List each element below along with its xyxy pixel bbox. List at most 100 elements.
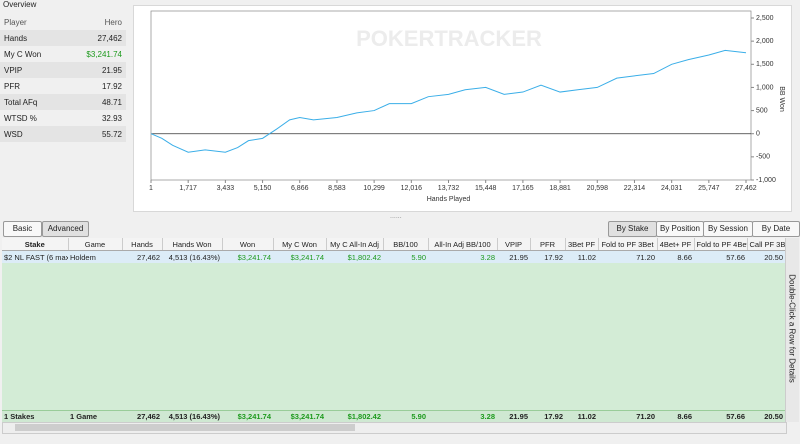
column-header[interactable]: Stake xyxy=(2,238,69,251)
overview-cell: 32.93 xyxy=(101,113,122,123)
cell: Holdem xyxy=(68,250,122,263)
overview-cell: WTSD % xyxy=(4,113,37,123)
overview-cell: 27,462 xyxy=(64,30,126,46)
cell: 4,513 (16.43%) xyxy=(162,250,222,263)
x-tick-label: 24,031 xyxy=(661,185,683,192)
cell: 11.02 xyxy=(565,250,598,263)
view-button[interactable]: By Date xyxy=(752,221,800,237)
total-cell: 17.92 xyxy=(544,412,563,421)
x-axis-label: Hands Played xyxy=(427,196,471,203)
overview-row: My C Won $3,241.74 xyxy=(0,46,126,62)
cell: $3,241.74 xyxy=(273,250,326,263)
total-cell: 1 Game xyxy=(70,412,98,421)
overview-cell: Hands xyxy=(0,30,65,46)
x-tick-label: 18,881 xyxy=(549,185,571,192)
column-header[interactable]: 4Bet+ PF xyxy=(657,238,695,251)
tab[interactable]: Advanced xyxy=(42,221,89,237)
totals-table: 1 Stakes 1 Game 27,462 4,513 (16.43%) $3,241… xyxy=(2,410,785,422)
column-header[interactable]: Game xyxy=(68,238,123,251)
total-cell: 1 Stakes xyxy=(4,412,35,421)
overview-row: VPIP 21.95 xyxy=(0,62,126,78)
column-header[interactable]: Hands Won xyxy=(162,238,223,251)
overview-cell: $3,241.74 xyxy=(86,49,122,59)
x-tick-label: 22,314 xyxy=(624,185,646,192)
total-cell: 21.95 xyxy=(509,412,528,421)
overview-cell: PFR xyxy=(4,81,20,91)
overview-cell: 17.92 xyxy=(101,81,122,91)
column-header[interactable]: Fold to PF 3Bet xyxy=(598,238,658,251)
view-button[interactable]: By Session xyxy=(703,221,753,237)
cell: 57.66 xyxy=(694,250,747,263)
chart: POKERTRACKER 2,500 2,000 1,500 1,000 500 0 -500… xyxy=(149,10,785,203)
total-cell: $3,241.74 xyxy=(290,412,324,421)
stats-grid: Stake Game Hands Hands Won Won My C Won My C A… xyxy=(2,238,785,422)
cell: 21.95 xyxy=(497,250,530,263)
splitter-grip[interactable]: ...... xyxy=(390,213,402,220)
side-note: Double-Click a Row for Details xyxy=(787,274,797,383)
plot-frame xyxy=(150,10,752,181)
x-tick-label: 6,866 xyxy=(291,185,309,192)
y-tick-label: 2,000 xyxy=(756,38,774,45)
y-tick-label: 1,000 xyxy=(756,84,774,91)
total-cell: 4,513 (16.43%) xyxy=(168,412,220,421)
column-header[interactable]: My C All-In Adj xyxy=(326,238,384,251)
header-row: Stake Game Hands Hands Won Won My C Won My C A… xyxy=(2,238,785,251)
x-tick-label: 25,747 xyxy=(698,185,720,192)
column-header[interactable]: Hands xyxy=(122,238,163,251)
overview-header-cell: Hero xyxy=(104,17,122,27)
totals-row: 1 Stakes 1 Game 27,462 4,513 (16.43%) $3,241… xyxy=(2,411,785,423)
overview-row: Total AFq 48.71 xyxy=(0,94,126,110)
y-tick-label: -500 xyxy=(756,154,770,161)
overview-cell: 55.72 xyxy=(64,126,126,142)
y-tick-label: -1,000 xyxy=(756,177,776,184)
x-tick-label: 3,433 xyxy=(217,185,235,192)
column-header[interactable]: VPIP xyxy=(497,238,531,251)
overview-row: WTSD % 32.93 xyxy=(0,110,126,126)
column-header[interactable]: Fold to PF 4Bet xyxy=(694,238,748,251)
tab[interactable]: Basic xyxy=(3,221,42,237)
y-tick-label: 0 xyxy=(756,131,760,138)
overview-row: Hands 27,462 xyxy=(0,30,126,46)
chart-panel: POKERTRACKER 2,500 2,000 1,500 1,000 500 0 -500… xyxy=(133,5,792,212)
overview-cell: Total AFq xyxy=(0,94,65,110)
cell: 17.92 xyxy=(530,250,565,263)
total-cell: 11.02 xyxy=(577,412,596,421)
column-header[interactable]: BB/100 xyxy=(383,238,429,251)
overview-cell: VPIP xyxy=(0,62,65,78)
x-tick-label: 1,717 xyxy=(179,185,197,192)
overview-row: WSD 55.72 xyxy=(0,126,126,142)
x-tick-label: 17,165 xyxy=(512,185,534,192)
column-header[interactable]: Call PF 3Bet xyxy=(747,238,785,251)
line-series xyxy=(150,49,747,153)
view-button[interactable]: By Stake xyxy=(608,221,657,237)
y-tick-label: 500 xyxy=(756,107,768,114)
column-header[interactable]: Won xyxy=(222,238,274,251)
total-cell: 8.66 xyxy=(677,412,692,421)
column-header[interactable]: 3Bet PF xyxy=(565,238,599,251)
cell: 3.28 xyxy=(428,250,497,263)
column-header[interactable]: All-In Adj BB/100 xyxy=(428,238,498,251)
column-header[interactable]: PFR xyxy=(530,238,566,251)
x-tick-label: 27,462 xyxy=(735,185,757,192)
cell: 8.66 xyxy=(657,250,694,263)
overview-cell: WSD xyxy=(0,126,65,142)
total-cell: $1,802.42 xyxy=(347,412,381,421)
x-tick-label: 20,598 xyxy=(587,185,609,192)
x-tick-label: 10,299 xyxy=(363,185,385,192)
scroll-thumb[interactable] xyxy=(15,424,355,431)
y-axis-label: BB Won xyxy=(778,86,785,112)
side-panel[interactable]: Double-Click a Row for Details xyxy=(785,238,799,422)
x-tick-label: 1 xyxy=(149,185,153,192)
stats-table: Stake Game Hands Hands Won Won My C Won My C A… xyxy=(2,238,785,263)
overview-title: Overview xyxy=(3,0,37,9)
x-tick-label: 8,583 xyxy=(328,185,346,192)
data-row[interactable]: $2 NL FAST (6 max) Holdem 27,462 4,513 (16.… xyxy=(2,250,785,263)
scrollbar[interactable] xyxy=(2,422,787,434)
cell: $1,802.42 xyxy=(326,250,383,263)
cell: 27,462 xyxy=(122,250,162,263)
column-header[interactable]: My C Won xyxy=(273,238,327,251)
total-cell: $3,241.74 xyxy=(237,412,271,421)
cell: $3,241.74 xyxy=(222,250,273,263)
view-button[interactable]: By Position xyxy=(656,221,704,237)
